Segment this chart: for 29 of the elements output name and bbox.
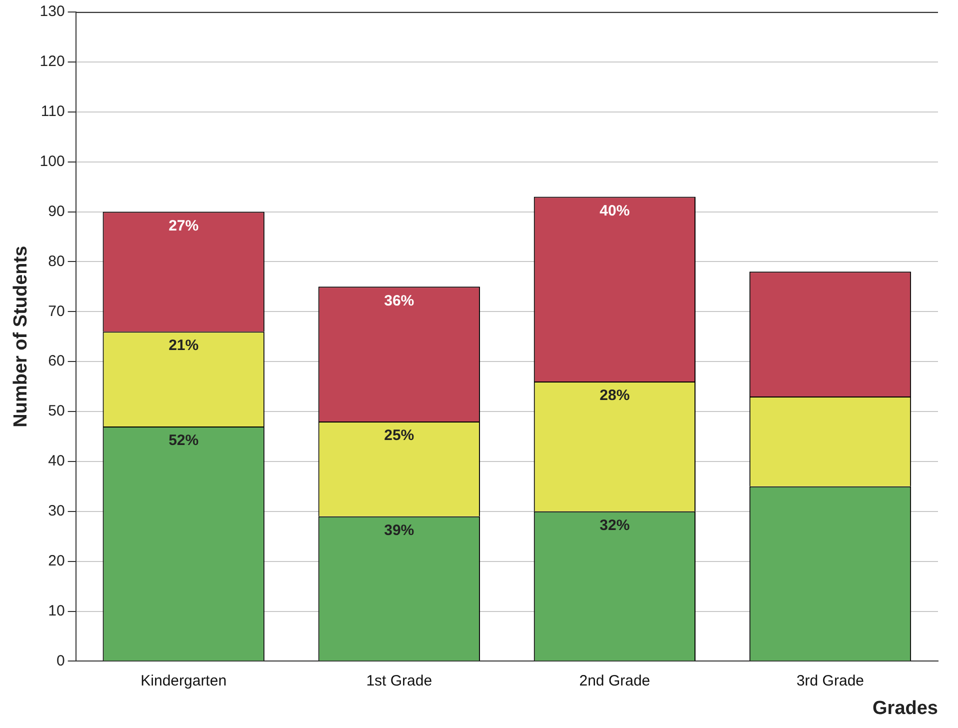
y-tick-label: 10 (48, 602, 65, 620)
x-tick-label: 2nd Grade (579, 672, 650, 690)
annotation: 36% (384, 292, 414, 310)
annotation: 25% (384, 427, 414, 444)
y-tick-label: 40 (48, 452, 65, 470)
annotation: 52% (168, 432, 199, 450)
annotation: 28% (600, 387, 630, 404)
x-tick-label: 3rd Grade (796, 672, 864, 690)
y-tick-label: 80 (48, 252, 65, 270)
annotation: 39% (384, 522, 414, 540)
y-tick-label: 100 (40, 152, 65, 170)
y-tick-label: 90 (48, 202, 65, 220)
annotation: 21% (168, 337, 199, 354)
y-tick-label: 50 (48, 402, 65, 420)
x-tick-label: Kindergarten (140, 672, 227, 690)
y-tick-label: 0 (56, 652, 65, 670)
annotation: 40% (600, 202, 630, 220)
y-tick-label: 20 (48, 552, 65, 570)
y-tick-label: 120 (40, 53, 65, 70)
y-tick-label: 70 (48, 302, 65, 320)
y-tick-label: 60 (48, 352, 65, 370)
annotation: 27% (168, 217, 199, 234)
y-tick-label: 30 (48, 502, 65, 520)
y-axis-title: Number of Students (10, 246, 32, 428)
y-tick-label: 110 (40, 103, 65, 120)
x-tick-label: 1st Grade (366, 672, 432, 690)
annotation: 32% (600, 517, 630, 534)
y-tick-label: 130 (40, 3, 65, 20)
x-axis-title: Grades (872, 698, 938, 719)
